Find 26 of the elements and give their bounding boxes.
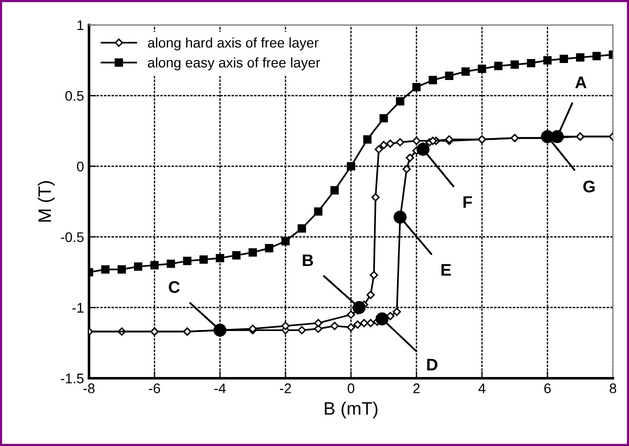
annotation: E — [441, 264, 451, 276]
annotation: A — [575, 76, 586, 88]
x-tick-label: -8 — [83, 383, 95, 394]
y-tick-label: -0.5 — [60, 232, 84, 242]
y-tick-label: 0 — [76, 162, 84, 172]
annotation: G — [583, 180, 595, 192]
x-tick-label: -4 — [214, 384, 226, 394]
x-tick-label: -2 — [280, 383, 291, 394]
x-tick-label: 2 — [413, 383, 420, 394]
y-tick-label: -1.5 — [60, 374, 84, 384]
y-tick-label: -1 — [72, 303, 84, 313]
legend-label: along hard axis of free layer — [148, 37, 318, 50]
annotation: B — [302, 254, 314, 266]
annotation: D — [427, 358, 438, 370]
x-tick-label: 4 — [478, 384, 486, 394]
y-tick-label: 1 — [77, 20, 84, 30]
y-axis-title: M (T) — [38, 181, 55, 222]
annotation: C — [168, 281, 180, 293]
x-tick-label: -6 — [148, 383, 160, 394]
x-tick-label: 8 — [610, 383, 616, 394]
x-axis-title: B (mT) — [324, 402, 378, 418]
annotation: F — [463, 196, 472, 208]
x-tick-label: 6 — [544, 383, 551, 394]
legend-label: along easy axis of free layer — [148, 57, 320, 70]
x-tick-label: 0 — [348, 383, 354, 394]
y-tick-label: 0.5 — [65, 90, 84, 101]
